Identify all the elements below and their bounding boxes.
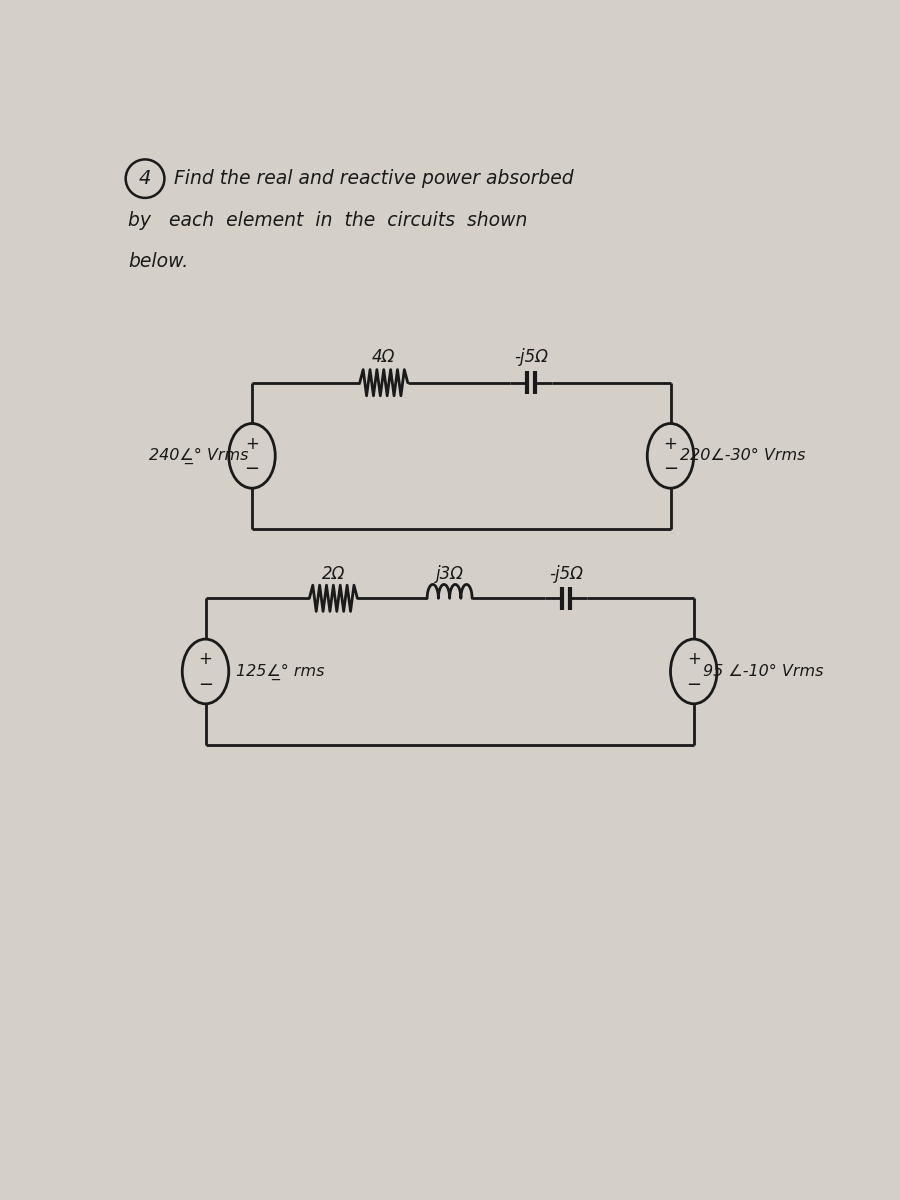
Text: 220∠-30° Vrms: 220∠-30° Vrms bbox=[680, 449, 806, 463]
Text: by   each  element  in  the  circuits  shown: by each element in the circuits shown bbox=[128, 211, 527, 230]
Text: j3Ω: j3Ω bbox=[436, 565, 464, 583]
Text: -j5Ω: -j5Ω bbox=[514, 348, 548, 366]
Text: 2Ω: 2Ω bbox=[321, 565, 345, 583]
Text: +: + bbox=[199, 650, 212, 668]
Text: +: + bbox=[663, 434, 678, 452]
Text: 4: 4 bbox=[139, 169, 151, 188]
Text: Find the real and reactive power absorbed: Find the real and reactive power absorbe… bbox=[175, 169, 574, 188]
Text: below.: below. bbox=[128, 252, 188, 270]
Text: −: − bbox=[686, 676, 701, 694]
Text: 125∠̲° rms: 125∠̲° rms bbox=[237, 664, 325, 679]
Text: +: + bbox=[245, 434, 259, 452]
Text: 240∠̲° Vrms: 240∠̲° Vrms bbox=[148, 448, 248, 464]
Text: +: + bbox=[687, 650, 701, 668]
Text: 95 ∠-10° Vrms: 95 ∠-10° Vrms bbox=[703, 664, 824, 679]
Text: −: − bbox=[663, 461, 678, 479]
Text: -j5Ω: -j5Ω bbox=[549, 565, 583, 583]
Text: 4Ω: 4Ω bbox=[372, 348, 395, 366]
Text: −: − bbox=[245, 461, 259, 479]
Text: −: − bbox=[198, 676, 213, 694]
